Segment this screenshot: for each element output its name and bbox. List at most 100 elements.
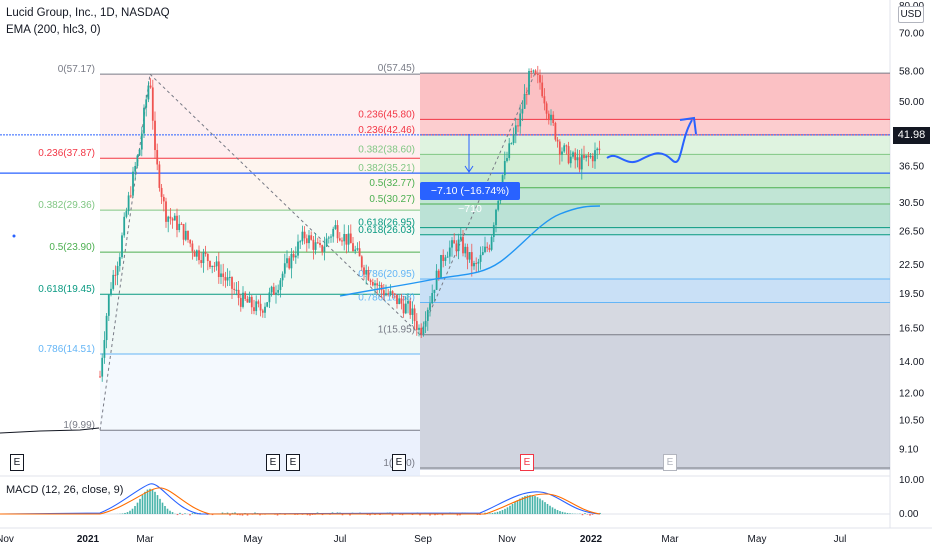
candle	[583, 155, 585, 158]
macd-histogram-bar	[584, 513, 586, 514]
candle	[336, 225, 339, 239]
candle	[468, 252, 471, 260]
candle	[140, 133, 143, 150]
time-axis-label: 2021	[77, 534, 100, 545]
candle	[268, 292, 271, 303]
candle	[523, 93, 526, 109]
candle	[319, 242, 321, 246]
candle	[226, 277, 229, 281]
candle	[486, 246, 489, 249]
macd-label[interactable]: MACD (12, 26, close, 9)	[6, 484, 124, 496]
fib-zone-right	[420, 234, 890, 280]
candle	[585, 155, 588, 158]
candle	[545, 103, 548, 114]
candle	[503, 161, 506, 176]
candle	[138, 149, 141, 156]
fib-level-label-right: 0.382(35.21)	[358, 163, 415, 174]
candle	[211, 265, 214, 267]
candle	[343, 234, 346, 242]
last-price-tag: 41.98	[893, 127, 930, 144]
candle	[402, 303, 405, 314]
fib-zone-right	[420, 334, 890, 470]
macd-histogram-bar	[494, 512, 496, 514]
forecast-curve	[606, 119, 693, 163]
candle	[129, 195, 132, 197]
fib-zone-right	[420, 227, 890, 235]
candle	[149, 85, 152, 88]
candle	[327, 237, 330, 239]
candle	[442, 255, 445, 262]
macd-histogram-bar	[166, 508, 169, 514]
fib-level-label-left: 0(57.17)	[58, 64, 95, 75]
candle	[202, 252, 205, 264]
candle	[554, 122, 557, 140]
macd-axis-label: 0.00	[899, 509, 919, 520]
candle	[123, 216, 126, 236]
candle	[345, 234, 348, 245]
candle	[224, 276, 227, 281]
candle	[451, 240, 453, 248]
macd-histogram-bar	[164, 506, 166, 514]
candle	[288, 258, 291, 269]
earnings-badge-upcoming[interactable]: E	[520, 454, 534, 471]
candle	[283, 263, 286, 274]
candle	[156, 150, 159, 165]
earnings-badge[interactable]: E	[392, 454, 406, 471]
macd-histogram-bar	[561, 511, 564, 514]
candle	[189, 239, 192, 244]
price-axis-label: 16.50	[899, 323, 924, 334]
candle	[433, 289, 436, 293]
candle	[341, 240, 343, 242]
chart-title[interactable]: Lucid Group, Inc., 1D, NASDAQ	[6, 7, 170, 19]
candle	[514, 125, 517, 135]
earnings-badge[interactable]: E	[286, 454, 300, 471]
macd-histogram-bar	[569, 513, 571, 514]
macd-axis-label: 10.00	[899, 475, 924, 486]
fib-zone-left	[100, 430, 420, 476]
candle	[303, 231, 306, 239]
candle	[180, 223, 183, 225]
candle	[200, 260, 203, 264]
candle	[457, 239, 460, 252]
earnings-badge-future[interactable]: E	[663, 454, 677, 471]
candle	[565, 145, 568, 147]
candle	[176, 215, 178, 231]
fib-zone-right	[420, 173, 890, 188]
candle	[484, 246, 486, 253]
macd-histogram-bar	[551, 507, 554, 514]
candle	[173, 215, 176, 221]
price-line-pre-listing	[0, 427, 100, 434]
candle	[563, 145, 566, 152]
macd-histogram-bar	[181, 514, 184, 515]
candle	[297, 241, 299, 256]
fib-level-label-right: 0.382(38.60)	[358, 144, 415, 155]
macd-histogram-bar	[309, 514, 311, 516]
candle	[101, 357, 104, 377]
candle	[466, 246, 469, 260]
macd-histogram-bar	[169, 510, 171, 514]
candle	[316, 242, 319, 244]
macd-histogram-bar	[391, 514, 394, 516]
candle	[99, 376, 101, 378]
candle	[358, 248, 361, 257]
currency-button[interactable]: USD	[898, 6, 924, 23]
macd-histogram-bar	[504, 508, 506, 514]
candle	[431, 292, 434, 304]
candle	[418, 327, 420, 330]
price-axis-label: 36.50	[899, 161, 924, 172]
macd-histogram-bar	[401, 514, 404, 516]
candle	[481, 252, 484, 255]
time-axis-label: Nov	[0, 534, 14, 545]
macd-histogram-bar	[509, 505, 511, 514]
candle	[187, 230, 189, 240]
candle	[495, 209, 497, 226]
earnings-badge[interactable]: E	[10, 454, 24, 471]
candle	[552, 114, 555, 123]
fib-zone-right	[420, 203, 890, 228]
macd-histogram-bar	[369, 514, 371, 516]
candle	[277, 289, 280, 293]
candle	[127, 195, 130, 212]
earnings-badge[interactable]: E	[266, 454, 280, 471]
ema-indicator-label[interactable]: EMA (200, hlc3, 0)	[6, 24, 101, 36]
